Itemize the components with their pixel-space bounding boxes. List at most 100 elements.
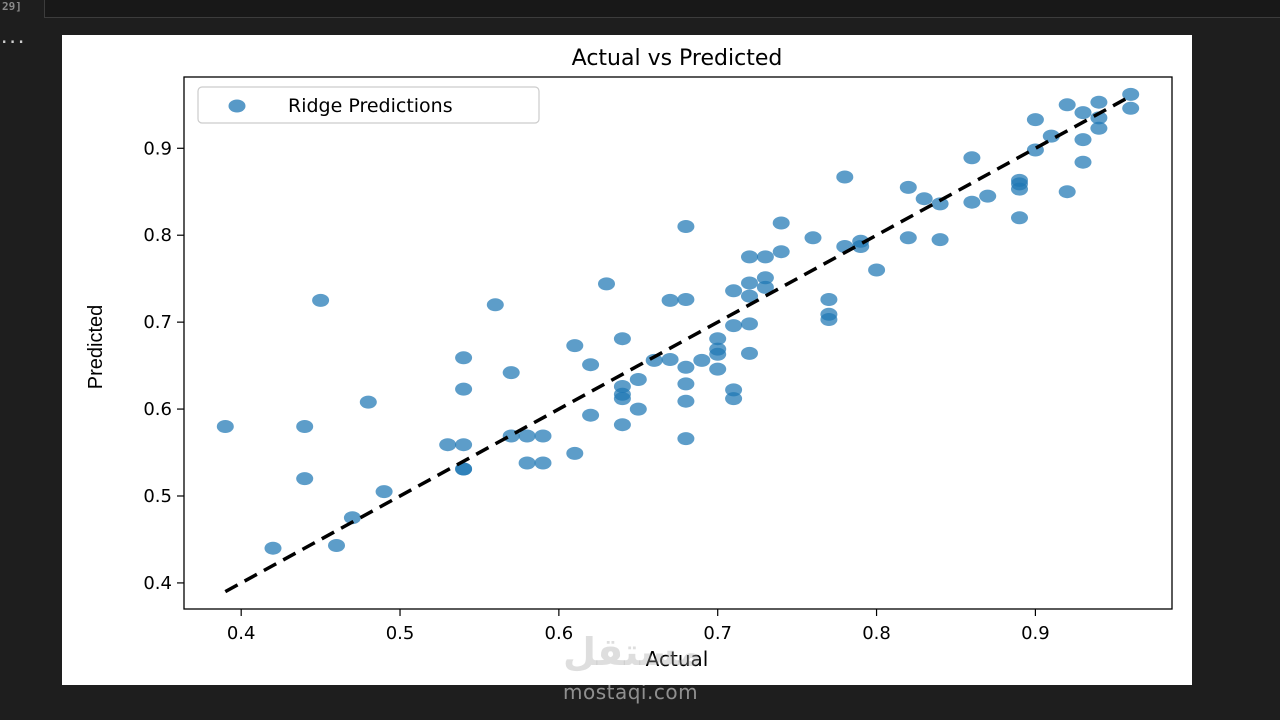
data-point	[677, 220, 695, 233]
data-point	[756, 280, 774, 294]
data-point	[629, 373, 647, 386]
data-point	[534, 429, 552, 443]
data-point	[1058, 185, 1076, 199]
data-point	[375, 485, 393, 499]
data-point	[486, 298, 504, 312]
plot-frame	[183, 76, 1173, 610]
data-point	[534, 456, 552, 470]
data-point	[1122, 87, 1140, 101]
data-point	[328, 539, 345, 552]
data-point	[899, 180, 917, 194]
data-point	[296, 420, 314, 433]
data-point	[613, 392, 631, 406]
data-point	[725, 284, 743, 298]
data-point	[725, 319, 743, 333]
data-point	[359, 395, 377, 409]
data-point	[772, 216, 790, 230]
y-axis-label: Predicted	[85, 305, 107, 390]
data-point	[455, 382, 473, 396]
output-prompt: ...	[0, 31, 26, 47]
data-point	[741, 276, 758, 290]
legend: Ridge Predictions	[197, 86, 540, 124]
data-point	[677, 293, 695, 306]
reference-line	[224, 94, 1132, 594]
data-point	[216, 420, 234, 433]
data-point	[1090, 121, 1108, 135]
y-tick-label: 0.6	[143, 399, 172, 420]
data-point	[264, 541, 282, 555]
data-point	[820, 293, 838, 306]
data-point	[455, 462, 473, 476]
x-tick-label: 0.9	[1021, 623, 1050, 644]
data-point	[772, 245, 790, 259]
data-point	[1026, 113, 1044, 127]
data-point	[1074, 106, 1092, 120]
data-point	[296, 472, 314, 486]
data-point	[725, 392, 743, 406]
legend-label: Ridge Predictions	[288, 95, 453, 117]
data-point	[931, 233, 949, 247]
data-point	[820, 313, 838, 326]
data-point	[677, 360, 695, 374]
data-point	[677, 432, 695, 446]
data-point	[963, 195, 981, 209]
data-point	[756, 250, 774, 264]
data-point	[455, 438, 473, 452]
data-point	[741, 317, 758, 331]
y-tick-label: 0.8	[143, 225, 172, 246]
data-point	[709, 347, 727, 361]
data-point	[836, 170, 854, 184]
data-point	[915, 192, 933, 206]
watermark-text: mostaqi.com	[563, 680, 699, 704]
y-tick-label: 0.5	[143, 486, 172, 507]
x-tick-label: 0.7	[703, 623, 732, 644]
data-point	[455, 351, 473, 365]
legend-box	[197, 86, 540, 124]
data-point	[1011, 211, 1028, 225]
y-tick-label: 0.4	[143, 573, 172, 594]
code-cell-input[interactable]	[44, 0, 1280, 18]
data-point	[582, 408, 600, 422]
data-point	[963, 151, 981, 165]
data-point	[899, 231, 917, 245]
data-point	[756, 271, 774, 285]
data-point	[518, 456, 536, 470]
data-point	[741, 250, 758, 264]
plot-output: Actual vs Predicted 0.4 0.5 0.6 0.7 0.8 0.9 0.…	[62, 35, 1192, 685]
data-point	[343, 511, 361, 525]
data-point	[629, 402, 647, 416]
data-point	[693, 353, 711, 367]
data-point	[645, 353, 663, 367]
data-point	[661, 293, 679, 307]
x-axis-label: Actual	[646, 647, 709, 671]
data-point	[709, 332, 727, 346]
data-point	[1074, 133, 1092, 147]
data-point	[566, 446, 584, 460]
data-point	[598, 277, 615, 291]
data-point	[1074, 155, 1092, 169]
data-point	[312, 293, 330, 307]
data-point	[613, 332, 631, 346]
notebook-cell-header: 29]	[0, 0, 1280, 20]
data-point	[661, 353, 679, 366]
y-tick-label: 0.9	[143, 138, 172, 159]
data-point	[741, 346, 758, 360]
data-point	[1011, 182, 1028, 196]
data-point	[677, 394, 695, 408]
data-point	[1122, 101, 1140, 115]
x-tick-label: 0.8	[862, 623, 891, 644]
watermark-logo: مستقل	[563, 630, 702, 674]
data-point	[439, 438, 457, 452]
x-tick-label: 0.5	[386, 623, 415, 644]
data-point	[613, 418, 631, 432]
data-point	[677, 377, 695, 391]
data-point	[741, 289, 758, 303]
data-point	[1090, 95, 1108, 109]
data-point	[931, 197, 949, 211]
data-point	[979, 189, 997, 203]
data-point	[518, 429, 536, 443]
chart-title: Actual vs Predicted	[572, 46, 783, 71]
data-point	[502, 366, 520, 380]
data-point	[709, 362, 727, 376]
x-tick-label: 0.4	[227, 623, 256, 644]
